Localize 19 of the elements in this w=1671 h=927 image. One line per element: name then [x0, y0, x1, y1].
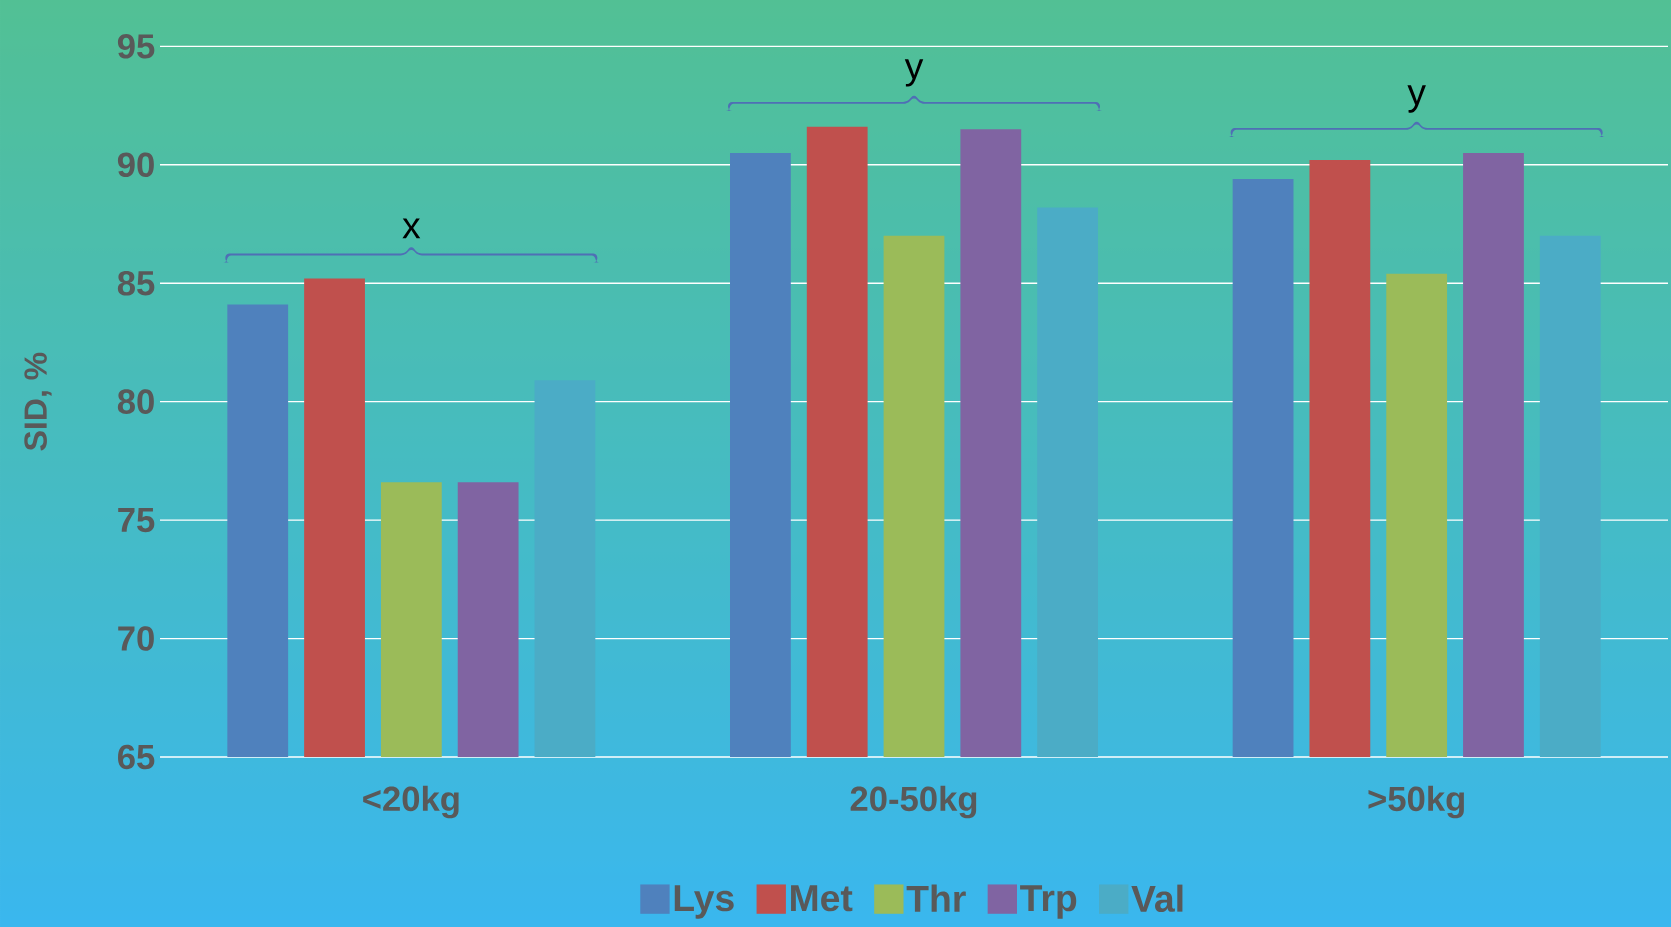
- legend-label: Lys: [674, 885, 734, 919]
- annotation: y: [1407, 85, 1426, 113]
- y-axis-title: SID, %: [24, 352, 52, 451]
- legend-label: Val: [1131, 884, 1183, 912]
- y-tick-label: 85: [117, 270, 155, 296]
- y-tick-label: 90: [117, 152, 154, 178]
- y-tick-label: 70: [118, 626, 154, 651]
- legend-label: Trp: [1020, 885, 1077, 919]
- legend-label: Met: [791, 885, 853, 912]
- y-tick-label: 75: [118, 508, 155, 533]
- x-tick-label: <20kg: [363, 785, 459, 819]
- y-tick-label: 95: [117, 34, 155, 59]
- x-tick-label: >50kg: [1368, 785, 1464, 819]
- annotation: x: [402, 218, 421, 239]
- legend-label: Thr: [906, 884, 966, 912]
- annotation: y: [904, 59, 924, 87]
- y-tick-label: 80: [117, 389, 154, 414]
- x-tick-label: 20-50kg: [850, 785, 977, 819]
- y-tick-label: 65: [118, 744, 155, 770]
